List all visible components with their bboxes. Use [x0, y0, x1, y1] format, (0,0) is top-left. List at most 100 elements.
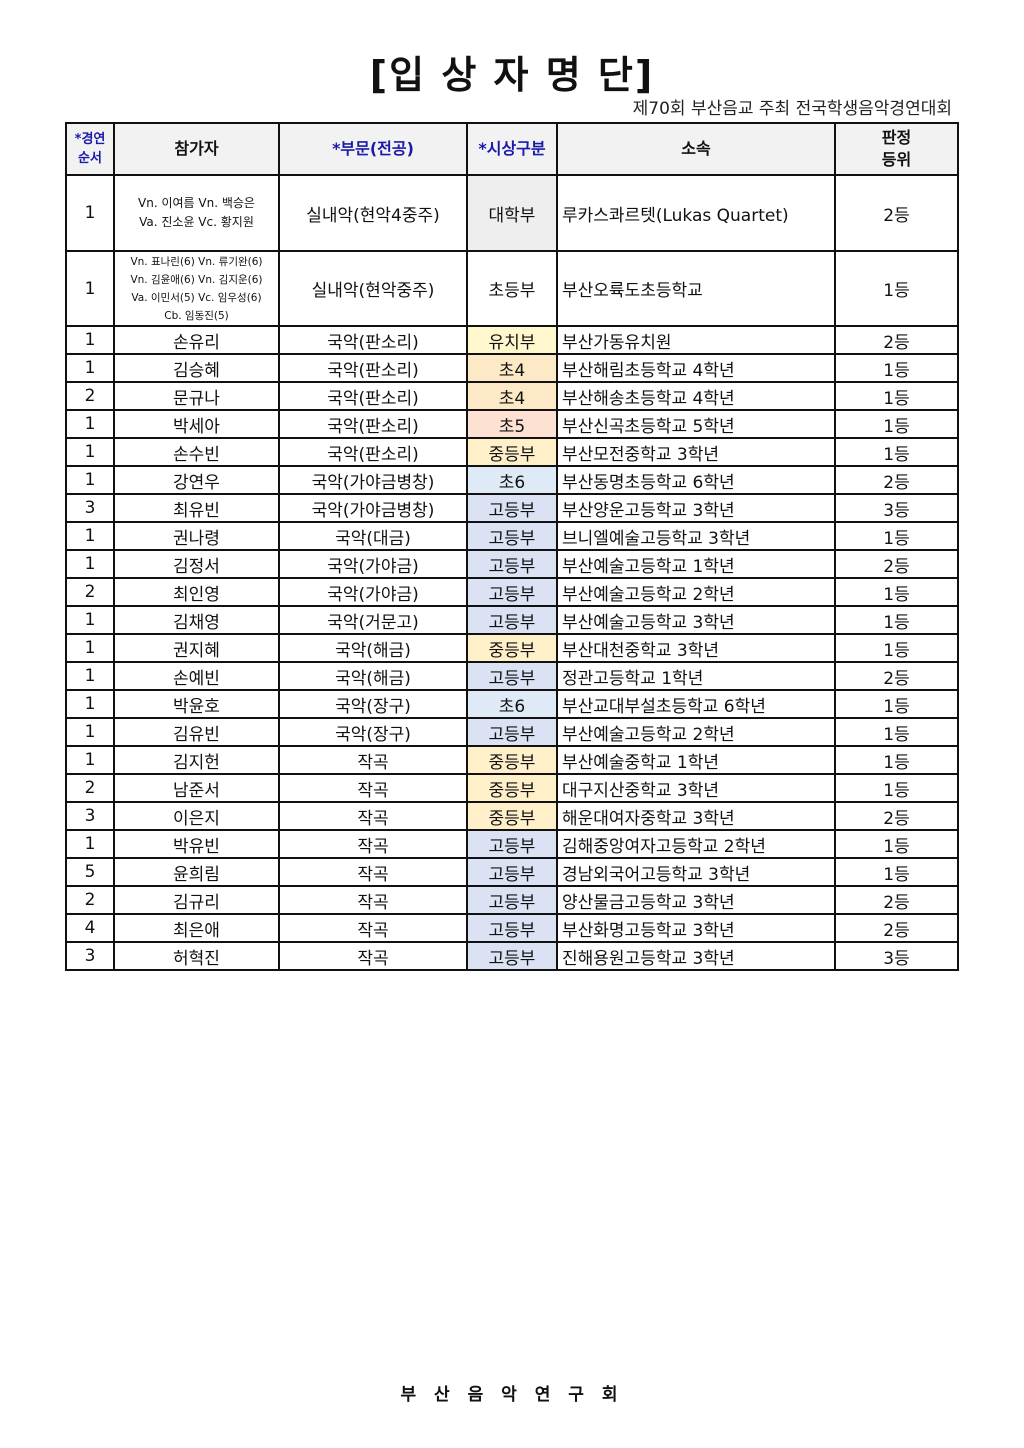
- division-cell: 국악(가야금병창): [278, 493, 468, 523]
- category-cell: 고등부: [466, 493, 558, 523]
- table-row: 1 Vn. 이여름 Vn. 백승은 Va. 진소윤 Vc. 황지원 실내악(현악4중주…: [65, 174, 959, 252]
- division-cell: 국악(거문고): [278, 605, 468, 635]
- table-row: 1 김채영 국악(거문고) 고등부 부산예술고등학교 3학년 1등: [65, 605, 959, 635]
- rank-cell: 2등: [834, 885, 959, 915]
- category-cell: 고등부: [466, 521, 558, 551]
- order-cell: 1: [65, 549, 115, 579]
- rank-cell: 1등: [834, 689, 959, 719]
- participant-cell: 최은애: [113, 913, 280, 943]
- affiliation-cell: 부산예술고등학교 1학년: [556, 549, 836, 579]
- rank-cell: 2등: [834, 801, 959, 831]
- table-row: 1 박세아 국악(판소리) 초5 부산신곡초등학교 5학년 1등: [65, 409, 959, 439]
- division-cell: 국악(판소리): [278, 409, 468, 439]
- event-subtitle: 제70회 부산음교 주최 전국학생음악경연대회: [632, 99, 952, 119]
- affiliation-cell: 부산교대부설초등학교 6학년: [556, 689, 836, 719]
- category-cell: 고등부: [466, 577, 558, 607]
- participant-cell: 권지혜: [113, 633, 280, 663]
- table-row: 3 최유빈 국악(가야금병창) 고등부 부산양운고등학교 3학년 3등: [65, 493, 959, 523]
- order-cell: 4: [65, 913, 115, 943]
- category-cell: 대학부: [466, 174, 558, 252]
- header-rank-line2: 등위: [881, 150, 912, 169]
- category-cell: 중등부: [466, 437, 558, 467]
- table-row: 3 허혁진 작곡 고등부 진해용원고등학교 3학년 3등: [65, 941, 959, 971]
- affiliation-cell: 부산예술중학교 1학년: [556, 745, 836, 775]
- participant-cell: 김채영: [113, 605, 280, 635]
- table-row: 1 손수빈 국악(판소리) 중등부 부산모전중학교 3학년 1등: [65, 437, 959, 467]
- participant-cell: 박윤호: [113, 689, 280, 719]
- affiliation-cell: 부산예술고등학교 2학년: [556, 717, 836, 747]
- table-row: 5 윤희림 작곡 고등부 경남외국어고등학교 3학년 1등: [65, 857, 959, 887]
- affiliation-cell: 부산동명초등학교 6학년: [556, 465, 836, 495]
- participant-line: Vn. 이여름 Vn. 백승은: [138, 196, 255, 210]
- participant-cell: Vn. 이여름 Vn. 백승은 Va. 진소윤 Vc. 황지원: [113, 174, 280, 252]
- table-row: 2 남준서 작곡 중등부 대구지산중학교 3학년 1등: [65, 773, 959, 803]
- table-row: 1 김지헌 작곡 중등부 부산예술중학교 1학년 1등: [65, 745, 959, 775]
- category-cell: 초등부: [466, 250, 558, 327]
- order-cell: 1: [65, 465, 115, 495]
- rank-cell: 1등: [834, 857, 959, 887]
- page-title: [입 상 자 명 단]: [369, 53, 655, 97]
- order-cell: 1: [65, 521, 115, 551]
- affiliation-cell: 부산신곡초등학교 5학년: [556, 409, 836, 439]
- rank-cell: 1등: [834, 745, 959, 775]
- header-rank: 판정 등위: [834, 122, 959, 176]
- category-cell: 고등부: [466, 829, 558, 859]
- affiliation-cell: 김해중앙여자고등학교 2학년: [556, 829, 836, 859]
- winners-table: *경연 순서 참가자 *부문(전공) *시상구분 소속 판정 등위 1 Vn. 이여름…: [65, 122, 959, 971]
- category-cell: 고등부: [466, 549, 558, 579]
- affiliation-cell: 부산모전중학교 3학년: [556, 437, 836, 467]
- order-cell: 1: [65, 689, 115, 719]
- category-cell: 고등부: [466, 913, 558, 943]
- category-cell: 중등부: [466, 801, 558, 831]
- category-cell: 초4: [466, 381, 558, 411]
- participant-cell: 윤희림: [113, 857, 280, 887]
- division-cell: 작곡: [278, 885, 468, 915]
- division-cell: 국악(판소리): [278, 381, 468, 411]
- order-cell: 1: [65, 661, 115, 691]
- division-cell: 국악(장구): [278, 717, 468, 747]
- category-cell: 중등부: [466, 773, 558, 803]
- participant-cell: 문규나: [113, 381, 280, 411]
- order-cell: 5: [65, 857, 115, 887]
- rank-cell: 1등: [834, 633, 959, 663]
- category-cell: 고등부: [466, 857, 558, 887]
- participant-line: Vn. 표나린(6) Vn. 류기완(6): [130, 255, 263, 268]
- order-cell: 1: [65, 605, 115, 635]
- rank-cell: 2등: [834, 325, 959, 355]
- rank-cell: 2등: [834, 174, 959, 252]
- affiliation-cell: 진해용원고등학교 3학년: [556, 941, 836, 971]
- division-cell: 실내악(현악4중주): [278, 174, 468, 252]
- category-cell: 초4: [466, 353, 558, 383]
- table-row: 1 김승혜 국악(판소리) 초4 부산해림초등학교 4학년 1등: [65, 353, 959, 383]
- affiliation-cell: 부산대천중학교 3학년: [556, 633, 836, 663]
- rank-cell: 1등: [834, 437, 959, 467]
- participant-cell: 손수빈: [113, 437, 280, 467]
- order-cell: 1: [65, 745, 115, 775]
- rank-cell: 1등: [834, 605, 959, 635]
- table-row: 1 박유빈 작곡 고등부 김해중앙여자고등학교 2학년 1등: [65, 829, 959, 859]
- division-cell: 작곡: [278, 773, 468, 803]
- affiliation-cell: 경남외국어고등학교 3학년: [556, 857, 836, 887]
- affiliation-cell: 부산해송초등학교 4학년: [556, 381, 836, 411]
- table-row: 2 김규리 작곡 고등부 양산물금고등학교 3학년 2등: [65, 885, 959, 915]
- order-cell: 2: [65, 773, 115, 803]
- affiliation-cell: 루카스콰르텟(Lukas Quartet): [556, 174, 836, 252]
- table-header-row: *경연 순서 참가자 *부문(전공) *시상구분 소속 판정 등위: [65, 122, 959, 176]
- order-cell: 1: [65, 174, 115, 252]
- order-cell: 1: [65, 717, 115, 747]
- rank-cell: 1등: [834, 381, 959, 411]
- participant-cell: 김규리: [113, 885, 280, 915]
- category-cell: 고등부: [466, 941, 558, 971]
- division-cell: 국악(가야금): [278, 549, 468, 579]
- affiliation-cell: 부산해림초등학교 4학년: [556, 353, 836, 383]
- participant-line: Vn. 김윤애(6) Vn. 김지운(6): [130, 273, 263, 286]
- header-category: *시상구분: [466, 122, 558, 176]
- rank-cell: 1등: [834, 577, 959, 607]
- participant-line: Va. 진소윤 Vc. 황지원: [139, 215, 254, 229]
- division-cell: 국악(판소리): [278, 353, 468, 383]
- order-cell: 2: [65, 381, 115, 411]
- order-cell: 1: [65, 353, 115, 383]
- table-row: 1 권나령 국악(대금) 고등부 브니엘예술고등학교 3학년 1등: [65, 521, 959, 551]
- order-cell: 1: [65, 633, 115, 663]
- table-row: 1 손유리 국악(판소리) 유치부 부산가동유치원 2등: [65, 325, 959, 355]
